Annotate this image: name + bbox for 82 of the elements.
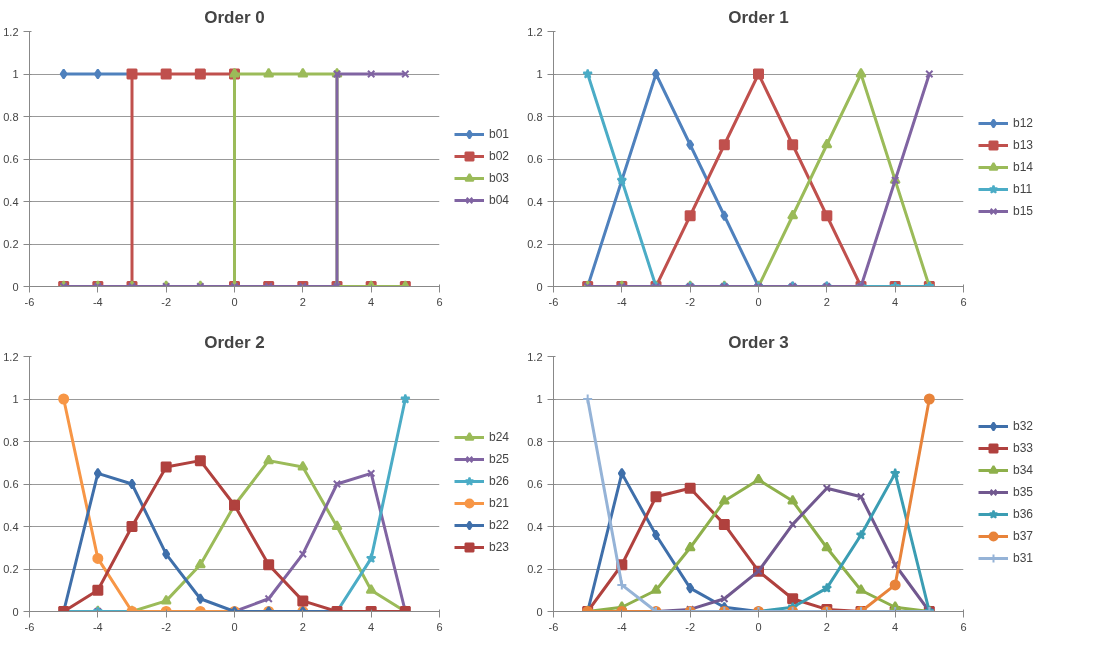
y-tick-label: 0.4 [3, 195, 19, 208]
y-tick-label: 0.2 [3, 238, 19, 250]
x-tick-label: 6 [960, 295, 967, 308]
x-tick-label: 4 [892, 620, 899, 633]
y-tick-label: 0.8 [527, 435, 543, 448]
y-tick-label: 0.6 [527, 478, 543, 490]
y-tick-label: 0.4 [3, 520, 19, 533]
y-tick-label: 0.4 [527, 520, 543, 533]
x-tick-label: 0 [755, 295, 762, 308]
legend-label: b15 [1013, 204, 1034, 218]
legend-label: b26 [489, 474, 510, 488]
y-tick-label: 0.2 [527, 238, 543, 250]
x-tick-label: -2 [685, 620, 696, 633]
legend-label: b37 [1013, 529, 1034, 543]
chart-title: Order 3 [728, 332, 789, 352]
x-tick-label: -4 [92, 295, 103, 308]
y-tick-label: 0.2 [527, 563, 543, 575]
legend-label: b03 [489, 171, 510, 185]
y-tick-label: 1 [536, 68, 543, 80]
y-tick-label: 0 [536, 280, 543, 293]
chart-title: Order 2 [204, 332, 265, 352]
x-tick-label: 0 [755, 620, 762, 633]
x-tick-label: -6 [24, 295, 35, 308]
x-tick-label: -6 [24, 620, 35, 633]
y-tick-label: 1 [536, 393, 543, 405]
y-tick-label: 0.2 [3, 563, 19, 575]
legend-label: b33 [1013, 441, 1034, 455]
y-tick-label: 0.8 [527, 110, 543, 123]
chart-title: Order 1 [728, 7, 789, 27]
x-tick-label: 2 [823, 295, 830, 308]
x-tick-label: 0 [231, 295, 238, 308]
x-tick-label: 4 [368, 295, 375, 308]
legend-label: b22 [489, 518, 510, 532]
y-tick-label: 0 [536, 605, 543, 618]
legend-label: b31 [1013, 551, 1034, 565]
y-tick-label: 0.6 [3, 153, 19, 165]
legend-label: b01 [489, 127, 510, 141]
x-tick-label: 2 [823, 620, 830, 633]
x-tick-label: 4 [892, 295, 899, 308]
y-tick-label: 0.6 [3, 478, 19, 490]
legend-label: b34 [1013, 463, 1034, 477]
x-tick-label: 2 [299, 295, 306, 308]
y-tick-label: 1 [12, 68, 19, 80]
x-tick-label: -2 [161, 295, 172, 308]
x-tick-label: 4 [368, 620, 375, 633]
legend-label: b04 [489, 193, 510, 207]
x-tick-label: -4 [616, 295, 627, 308]
y-tick-label: 1 [12, 393, 19, 405]
legend-label: b13 [1013, 138, 1034, 152]
x-tick-label: -6 [548, 620, 559, 633]
x-tick-label: 6 [960, 620, 967, 633]
legend-label: b02 [489, 149, 510, 163]
x-tick-label: 0 [231, 620, 238, 633]
y-tick-label: 1.2 [3, 350, 19, 363]
y-tick-label: 0.4 [527, 195, 543, 208]
y-tick-label: 1.2 [527, 350, 543, 363]
legend-label: b24 [489, 430, 510, 444]
x-tick-label: -6 [548, 295, 559, 308]
x-tick-label: 6 [436, 295, 443, 308]
x-tick-label: 2 [299, 620, 306, 633]
x-tick-label: -2 [161, 620, 172, 633]
legend-label: b14 [1013, 160, 1034, 174]
x-tick-label: -4 [616, 620, 627, 633]
legend-label: b35 [1013, 485, 1034, 499]
y-tick-label: 0 [12, 605, 19, 618]
x-tick-label: -2 [685, 295, 696, 308]
x-tick-label: -4 [92, 620, 103, 633]
y-tick-label: 1.2 [3, 25, 19, 38]
legend-label: b25 [489, 452, 510, 466]
y-tick-label: 1.2 [527, 25, 543, 38]
legend-label: b21 [489, 496, 510, 510]
legend-label: b23 [489, 540, 510, 554]
legend-label: b11 [1013, 182, 1033, 196]
legend-label: b36 [1013, 507, 1034, 521]
y-tick-label: 0.8 [3, 435, 19, 448]
x-tick-label: 6 [436, 620, 443, 633]
y-tick-label: 0.6 [527, 153, 543, 165]
y-tick-label: 0.8 [3, 110, 19, 123]
y-tick-label: 0 [12, 280, 19, 293]
chart-title: Order 0 [204, 7, 265, 27]
legend-label: b32 [1013, 419, 1034, 433]
legend-label: b12 [1013, 116, 1034, 130]
